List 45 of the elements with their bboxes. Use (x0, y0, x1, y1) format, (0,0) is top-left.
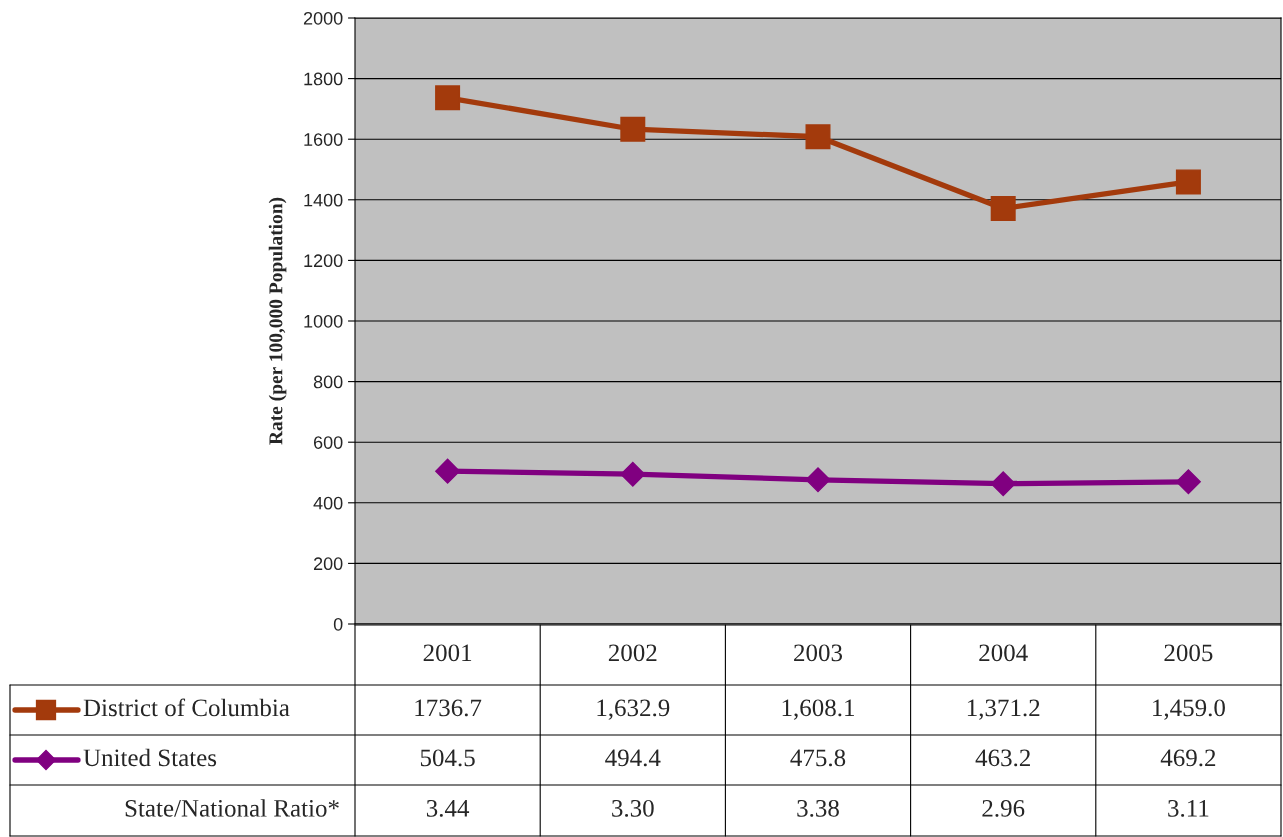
y-tick-label: 1800 (304, 72, 343, 86)
x-tick-label: 2002 (608, 644, 657, 662)
point (620, 461, 646, 487)
point (435, 85, 461, 111)
data-label: 504.5 (420, 749, 475, 767)
point (990, 196, 1016, 222)
text: 3.11 (1168, 799, 1209, 817)
point (805, 124, 831, 150)
y-tick-label: 400 (313, 496, 343, 510)
x-tick-label: 2001 (423, 644, 472, 662)
data-label: 1,371.2 (967, 699, 1040, 720)
legend-label: District of Columbia (83, 698, 290, 717)
point (990, 471, 1016, 497)
y-tick-label: 1400 (304, 193, 343, 207)
x-tick-label: 2004 (979, 644, 1028, 662)
point (805, 467, 831, 493)
y-tick-label: 1200 (304, 254, 343, 268)
point (1175, 169, 1201, 195)
y-tick-label: 200 (313, 557, 343, 571)
data-label: 494.4 (605, 749, 661, 767)
text: State/National Ratio* (125, 799, 339, 817)
y-tick-label: 1000 (304, 314, 343, 328)
y-tick-label: 800 (313, 375, 343, 389)
point (1175, 469, 1201, 495)
y-tick-label: 600 (313, 436, 343, 449)
text: 3.44 (426, 799, 470, 817)
y-axis-title: Rate (per 100,000 Population) (268, 197, 287, 445)
data-label: 1736.7 (415, 699, 482, 717)
data-label: 1,632.9 (597, 699, 670, 720)
point (435, 458, 461, 484)
x-tick-label: 2003 (794, 644, 843, 662)
text: 3.38 (797, 799, 839, 817)
data-label: 463.2 (975, 749, 1030, 767)
y-tick-label: 2000 (303, 11, 343, 25)
y-tick-label: 1600 (304, 133, 343, 146)
y-tick-label: 0 (333, 617, 343, 631)
data-label: 469.2 (1160, 749, 1216, 767)
data-label: 1,608.1 (782, 699, 854, 720)
data-label: 1,459.0 (1153, 699, 1225, 720)
point (620, 116, 646, 142)
legend-label: United States (83, 748, 217, 767)
data-label: 475.8 (790, 749, 846, 767)
text: 3.30 (612, 799, 654, 817)
text: 2.96 (982, 799, 1025, 817)
x-tick-label: 2005 (1164, 644, 1213, 662)
